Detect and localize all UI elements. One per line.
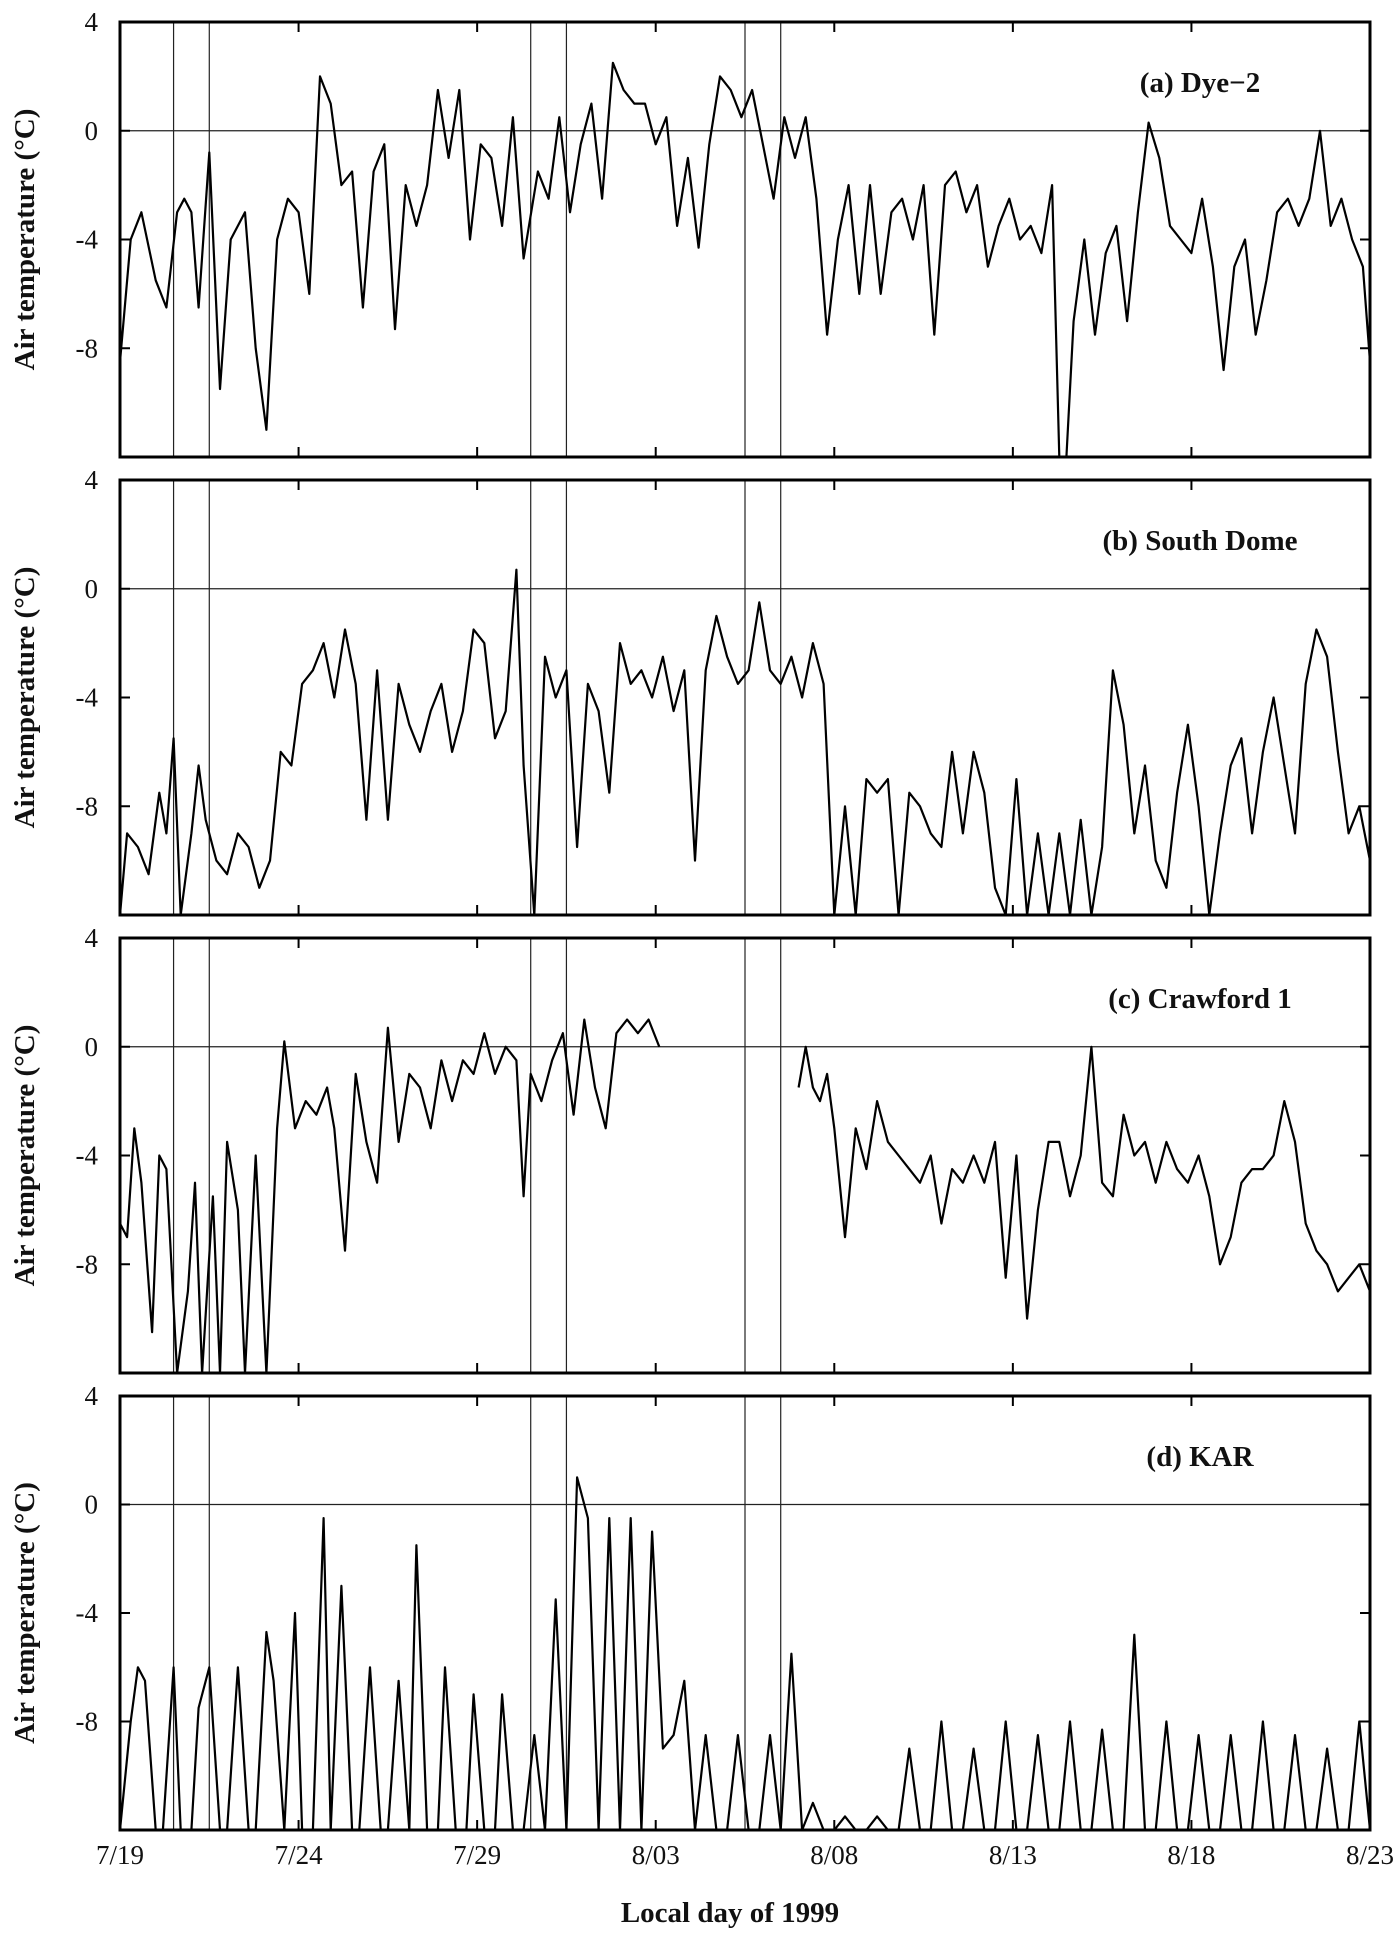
y-tick-label: -4 xyxy=(76,1598,99,1628)
y-tick-label: 4 xyxy=(85,465,99,495)
panel-title: (c) Crawford 1 xyxy=(1108,983,1292,1015)
y-tick-label: 4 xyxy=(85,1381,99,1411)
series-line-c-crawford-1-segment-2 xyxy=(797,1045,1370,1320)
y-tick-label: -8 xyxy=(76,1249,99,1279)
panel-c-crawford-1: 4 0 -4 -8 (c) Crawford 1 Air temperature (°C) xyxy=(9,923,1372,1375)
y-tick-label: -4 xyxy=(76,1141,99,1171)
panel-title: (d) KAR xyxy=(1146,1441,1254,1473)
y-tick-label: -4 xyxy=(76,683,99,713)
y-tick-label: 4 xyxy=(85,7,99,37)
x-tick-label: 8/03 xyxy=(632,1840,680,1870)
series-line-a-dye-2 xyxy=(120,61,1370,457)
series-line-b-south-dome xyxy=(120,568,1370,915)
x-tick-label: 8/08 xyxy=(810,1840,858,1870)
x-tick-label: 8/23 xyxy=(1346,1840,1394,1870)
y-tick-label: -8 xyxy=(76,1707,99,1737)
panel-title: (b) South Dome xyxy=(1103,525,1298,557)
y-tick-label: 0 xyxy=(85,116,99,146)
y-axis-label: Air temperature (°C) xyxy=(9,1482,41,1744)
series-line-c-crawford-1-segment-1 xyxy=(120,1018,661,1373)
y-tick-label: 0 xyxy=(85,1490,99,1520)
y-tick-label: 0 xyxy=(85,574,99,604)
y-tick-label: 0 xyxy=(85,1032,99,1062)
y-tick-label: -4 xyxy=(76,225,99,255)
x-tick-label: 7/24 xyxy=(275,1840,324,1870)
y-tick-label: 4 xyxy=(85,923,99,953)
y-tick-label: -8 xyxy=(76,791,99,821)
panel-b-south-dome: 4 0 -4 -8 (b) South Dome Air temperature (°C) xyxy=(9,465,1372,917)
x-tick-label: 7/29 xyxy=(453,1840,501,1870)
y-tick-label: -8 xyxy=(76,333,99,363)
x-axis-label: Local day of 1999 xyxy=(621,1897,839,1929)
panel-title: (a) Dye−2 xyxy=(1140,67,1260,99)
panel-a-dye-2: 4 0 -4 -8 (a) Dye−2 Air temperature (°C) xyxy=(9,7,1372,459)
y-axis-label: Air temperature (°C) xyxy=(9,1025,41,1287)
panels-group: 4 0 -4 -8 (a) Dye−2 Air temperature (°C) 4 0 -4 -… xyxy=(9,7,1394,1870)
y-axis-label: Air temperature (°C) xyxy=(9,567,41,829)
x-tick-label: 8/18 xyxy=(1167,1840,1215,1870)
x-tick-label: 7/19 xyxy=(96,1840,144,1870)
y-axis-label: Air temperature (°C) xyxy=(9,109,41,371)
panel-d-kar: 7/19 7/24 7/29 8/03 8/08 8/13 8/18 8/23 4 0 -4 -8 (d… xyxy=(9,1381,1394,1870)
x-tick-label: 8/13 xyxy=(989,1840,1037,1870)
